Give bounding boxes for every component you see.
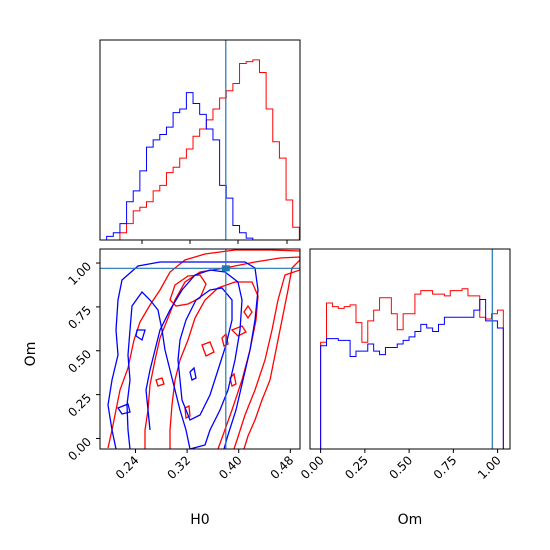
om-xtick-label: 0.00 xyxy=(298,453,327,482)
contour-b-core xyxy=(177,287,233,421)
contour-b-blob3 xyxy=(189,366,197,381)
contour-a-blob1 xyxy=(243,304,253,320)
contour-series-a xyxy=(107,249,300,449)
contour-a-outer xyxy=(107,249,300,449)
contour-b-blob1 xyxy=(135,329,146,342)
contour-a-blob6 xyxy=(184,404,191,420)
contour-xtick-label: 0.24 xyxy=(113,453,142,482)
contour-series-b xyxy=(107,261,259,449)
contour-a-blob4 xyxy=(155,377,165,387)
contour-ytick-label: 0.25 xyxy=(65,391,94,420)
om-xtick-label: 0.25 xyxy=(342,453,371,482)
contour-b-inner xyxy=(145,269,243,449)
om-xtick-label: 1.00 xyxy=(475,453,504,482)
contour-xlabel: H0 xyxy=(190,512,209,528)
contour-ytick-label: 0.50 xyxy=(65,347,94,376)
contour-a-blob3 xyxy=(201,341,215,357)
hist-om-panel: 0.00 0.25 0.50 0.75 1.00 Om xyxy=(298,248,511,528)
om-xtick-label: 0.50 xyxy=(386,453,415,482)
contour-ytick-label: 0.75 xyxy=(65,303,94,332)
contour-a-mid xyxy=(144,256,300,449)
contour-ytick-label: 0.00 xyxy=(65,435,94,464)
contour-frame xyxy=(99,248,301,450)
truth-marker xyxy=(221,265,230,272)
hist-om-frame xyxy=(309,248,511,450)
contour-xtick-label: 0.48 xyxy=(268,453,297,482)
hist-h0-frame xyxy=(99,39,301,241)
histogram-h0-series-0 xyxy=(100,59,300,241)
histogram-om-series-1 xyxy=(320,298,504,449)
hist-h0-ticks xyxy=(141,240,288,244)
contour-panel: 0.24 0.32 0.40 0.48 0.00 0.25 0.50 0.75 1.00 H0… xyxy=(23,248,301,528)
contour-a-blob2 xyxy=(230,325,247,337)
hist-h0-panel xyxy=(99,39,301,244)
contour-a-peak xyxy=(169,274,207,307)
contour-a-blob7 xyxy=(221,332,229,347)
contour-b-blob2 xyxy=(117,403,131,415)
contour-ylabel: Om xyxy=(23,342,39,367)
histogram-om-series-0 xyxy=(320,288,504,449)
om-xtick-label: 0.75 xyxy=(431,453,460,482)
contour-a-inner xyxy=(169,281,259,449)
histogram-h0-series-1 xyxy=(100,92,300,241)
contour-xtick-label: 0.40 xyxy=(216,453,245,482)
contour-a-blob5 xyxy=(229,372,237,387)
hist-om-xlabel: Om xyxy=(398,512,423,528)
contour-b-outer xyxy=(107,261,259,449)
contour-b-mid xyxy=(126,290,191,449)
contour-ytick-label: 1.00 xyxy=(65,259,94,288)
contour-xtick-label: 0.32 xyxy=(164,453,193,482)
